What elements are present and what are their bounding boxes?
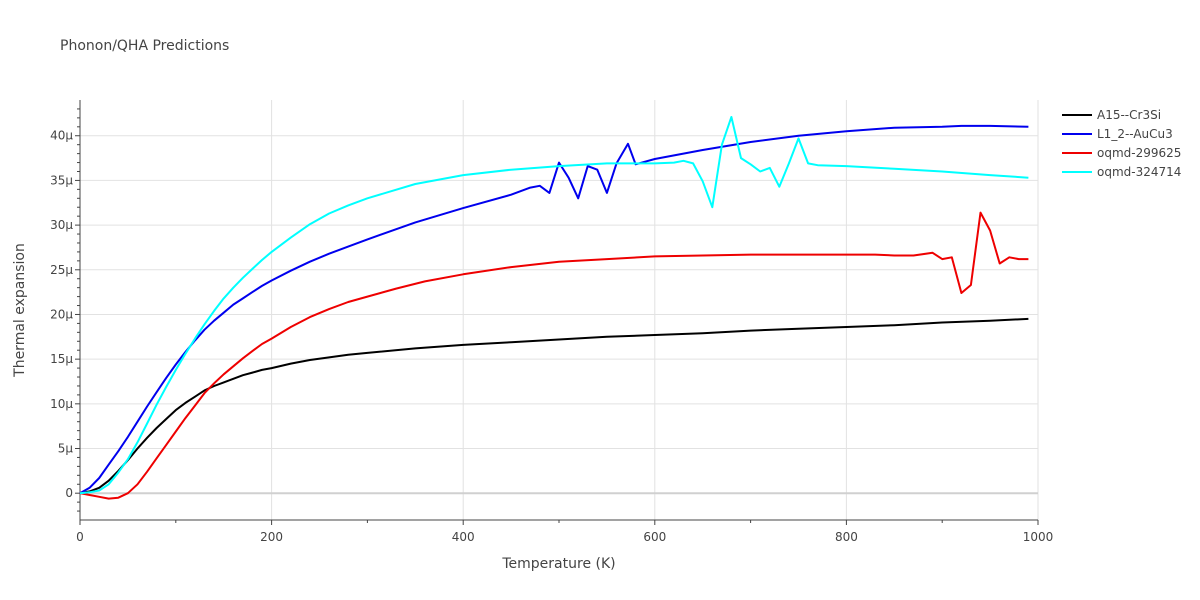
y-tick-label: 30μ <box>50 218 73 232</box>
x-tick-label: 0 <box>76 530 84 544</box>
legend-label: oqmd-299625 <box>1097 146 1181 160</box>
series-line-4 <box>79 116 1029 495</box>
y-tick-label: 35μ <box>50 173 73 187</box>
y-tick-label: 0 <box>65 486 73 500</box>
x-tick-label: 1000 <box>1023 530 1054 544</box>
series-line-3 <box>79 211 1029 500</box>
x-tick-label: 800 <box>835 530 858 544</box>
series-line-2 <box>79 124 1029 495</box>
series-layer <box>79 116 1029 500</box>
y-tick-label: 5μ <box>58 442 74 456</box>
legend: A15--Cr3Si L1_2--AuCu3 oqmd-299625 oqmd-324… <box>1062 108 1181 179</box>
y-axis-title: Thermal expansion <box>12 243 28 378</box>
x-tick-label: 400 <box>452 530 475 544</box>
y-tick-label: 15μ <box>50 352 73 366</box>
grid-layer <box>80 100 1039 520</box>
legend-label: oqmd-324714 <box>1097 165 1181 179</box>
axes-layer: 0 200 400 600 800 1000 0 5μ 10μ 15μ 20μ 25μ 30μ 35μ 40… <box>50 100 1053 544</box>
series-line-1 <box>79 317 1029 495</box>
x-tick-label: 600 <box>643 530 666 544</box>
x-tick-label: 200 <box>260 530 283 544</box>
legend-label: L1_2--AuCu3 <box>1097 127 1173 141</box>
y-tick-label: 10μ <box>50 397 73 411</box>
y-tick-label: 25μ <box>50 263 73 277</box>
x-axis-title: Temperature (K) <box>501 556 615 572</box>
y-tick-label: 20μ <box>50 307 73 321</box>
chart-title: Phonon/QHA Predictions <box>60 38 229 54</box>
legend-label: A15--Cr3Si <box>1097 108 1161 122</box>
y-tick-label: 40μ <box>50 129 73 143</box>
